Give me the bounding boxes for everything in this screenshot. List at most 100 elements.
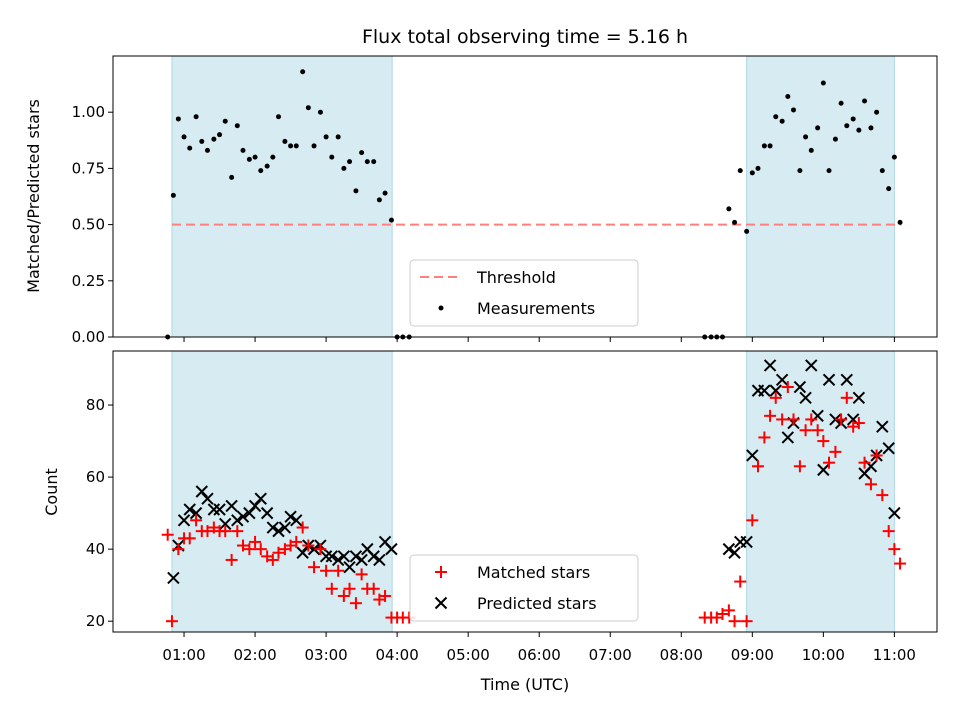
- measurement-point: [761, 143, 767, 149]
- predicted-star-point: [822, 373, 836, 387]
- measurement-point: [293, 143, 299, 149]
- matched-star-point: [320, 564, 333, 577]
- matched-star-point: [266, 553, 279, 566]
- top-y-axis-label: Matched/Predicted stars: [24, 99, 43, 293]
- matched-star-point: [876, 489, 889, 502]
- predicted-star-point: [167, 571, 180, 585]
- x-tick-label: 08:00: [660, 646, 703, 664]
- measurement-point: [749, 170, 755, 176]
- predicted-star-point: [852, 391, 866, 405]
- matched-star-point: [337, 589, 350, 602]
- y-tick-label: 0.00: [72, 328, 105, 346]
- y-tick-label: 40: [86, 540, 105, 558]
- matched-star-point: [367, 582, 380, 595]
- measurement-point: [288, 143, 294, 149]
- matched-star-point: [882, 525, 895, 538]
- predicted-star-point: [728, 546, 741, 559]
- x-tick-label: 05:00: [447, 646, 490, 664]
- measurement-point: [204, 147, 210, 153]
- measurement-point: [376, 197, 382, 203]
- matched-star-point: [852, 417, 865, 430]
- matched-star-point: [161, 528, 174, 541]
- matched-star-point: [776, 413, 789, 426]
- shaded-region: [171, 350, 393, 633]
- predicted-star-point: [290, 514, 303, 527]
- matched-star-point: [829, 445, 842, 458]
- measurement-point: [891, 154, 897, 160]
- measurement-point: [838, 100, 844, 106]
- measurement-point: [862, 98, 868, 104]
- matched-star-point: [172, 543, 185, 556]
- matched-star-point: [325, 582, 338, 595]
- x-tick-label: 07:00: [589, 646, 632, 664]
- predicted-star-point: [177, 514, 191, 527]
- measurement-point: [726, 206, 732, 212]
- matched-star-point: [751, 460, 764, 473]
- y-tick-label: 20: [86, 612, 105, 630]
- matched-star-point: [817, 435, 830, 448]
- matched-star-point: [379, 589, 392, 602]
- measurement-point: [317, 109, 323, 115]
- matched-star-point: [254, 543, 267, 556]
- measurement-point: [856, 127, 862, 133]
- measurement-point: [850, 116, 856, 122]
- predicted-star-point: [775, 373, 789, 387]
- measurement-point: [229, 174, 235, 180]
- measurement-point: [258, 168, 264, 174]
- predicted-star-point: [882, 442, 895, 455]
- measurement-point: [347, 159, 353, 165]
- predicted-star-point: [207, 503, 221, 516]
- measurement-point: [193, 114, 199, 120]
- matched-star-point: [201, 525, 214, 538]
- shaded-region: [746, 350, 895, 633]
- predicted-star-point: [189, 506, 203, 520]
- matched-star-point: [236, 539, 249, 552]
- predicted-star-point: [278, 521, 292, 534]
- matched-star-point: [349, 597, 362, 610]
- predicted-star-point: [183, 503, 196, 516]
- top-shaded-regions: [171, 55, 895, 338]
- matched-star-point: [225, 553, 238, 566]
- matched-star-point: [272, 546, 285, 559]
- predicted-star-point: [236, 510, 250, 523]
- measurement-point: [170, 192, 176, 198]
- predicted-star-point: [373, 553, 386, 567]
- legend-measurements-swatch: [438, 305, 444, 311]
- shaded-region: [746, 55, 895, 338]
- bottom-legend-box: [409, 554, 639, 622]
- x-tick-label: 02:00: [233, 646, 276, 664]
- predicted-star-point: [296, 546, 309, 559]
- matched-star-point: [190, 514, 203, 527]
- measurement-point: [785, 93, 791, 99]
- measurement-point: [217, 132, 223, 138]
- measurement-point: [341, 165, 347, 171]
- measurement-point: [311, 143, 317, 149]
- matched-star-point: [811, 424, 824, 437]
- legend-cross-marker: [434, 596, 448, 610]
- y-tick-label: 80: [86, 396, 105, 414]
- measurement-point: [388, 217, 394, 223]
- predicted-star-point: [763, 359, 777, 372]
- matched-star-point: [249, 535, 262, 548]
- predicted-star-point: [349, 550, 363, 563]
- predicted-star-point: [740, 535, 753, 549]
- measurement-point: [211, 136, 217, 142]
- predicted-star-point: [722, 542, 736, 556]
- predicted-star-point: [225, 499, 238, 513]
- x-tick-label: 09:00: [731, 646, 774, 664]
- bottom-markers: [161, 359, 907, 628]
- matched-star-point: [870, 449, 883, 462]
- matched-star-point: [805, 413, 818, 426]
- measurement-point: [773, 114, 779, 120]
- matched-star-point: [728, 615, 741, 628]
- predicted-star-point: [195, 485, 209, 498]
- matched-star-point: [835, 413, 848, 426]
- predicted-star-point: [213, 503, 226, 516]
- predicted-star-point: [343, 560, 356, 574]
- measurement-point: [222, 118, 228, 124]
- predicted-star-point: [805, 359, 818, 372]
- measurement-point: [246, 156, 252, 162]
- measurement-point: [844, 123, 850, 129]
- legend-threshold-label: Threshold: [476, 268, 556, 287]
- x-tick-label: 01:00: [162, 646, 205, 664]
